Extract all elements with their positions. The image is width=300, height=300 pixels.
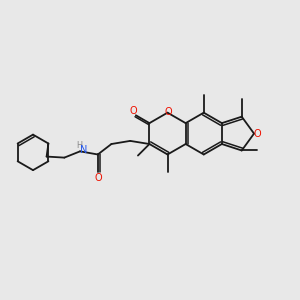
Text: O: O [130,106,138,116]
Text: O: O [94,172,102,183]
Text: O: O [254,129,261,139]
Text: N: N [80,146,88,155]
Text: O: O [164,107,172,117]
Text: H: H [77,142,83,151]
